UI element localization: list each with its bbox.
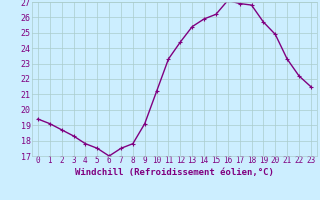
X-axis label: Windchill (Refroidissement éolien,°C): Windchill (Refroidissement éolien,°C): [75, 168, 274, 177]
